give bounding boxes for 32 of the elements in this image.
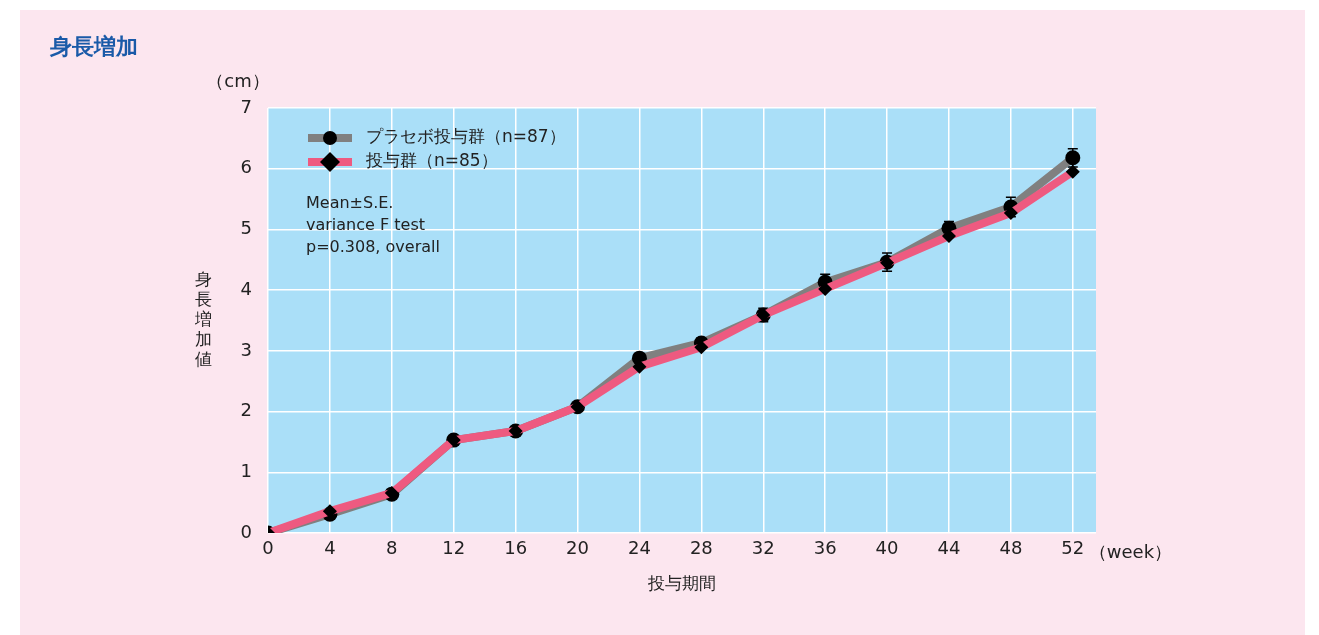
x-tick-label: 32 — [751, 537, 775, 559]
x-tick-label: 28 — [689, 537, 713, 559]
legend-label: 投与群（n=85） — [365, 150, 498, 171]
annotation: Mean±S.E. — [306, 193, 394, 213]
y-tick-label: 4 — [240, 277, 252, 299]
x-tick-label: 0 — [262, 537, 274, 559]
y-tick-label: 5 — [240, 217, 252, 239]
annotation: p=0.308, overall — [306, 237, 440, 257]
x-axis-title: 投与期間 — [647, 573, 716, 594]
y-tick-label: 7 — [240, 95, 252, 117]
x-tick-label: 40 — [875, 537, 899, 559]
x-tick-label: 48 — [999, 537, 1023, 559]
y-tick-label: 3 — [240, 338, 252, 360]
y-tick-label: 6 — [240, 156, 252, 178]
x-tick-label: 4 — [324, 537, 336, 559]
x-tick-label: 8 — [386, 537, 398, 559]
y-axis-title: 身長増加値 — [193, 268, 212, 369]
x-tick-label: 12 — [442, 537, 466, 559]
text: （week） — [1088, 540, 1173, 562]
annotation: variance F test — [306, 215, 425, 235]
x-tick-label: 52 — [1061, 537, 1085, 559]
y-tick-label: 1 — [240, 459, 252, 481]
y-tick-label: 0 — [240, 520, 252, 542]
legend-label: プラセボ投与群（n=87） — [366, 126, 566, 147]
text: （cm） — [206, 69, 270, 91]
x-tick-label: 20 — [566, 537, 589, 559]
y-tick-label: 2 — [240, 399, 252, 421]
x-tick-label: 16 — [504, 537, 528, 559]
x-tick-label: 44 — [937, 537, 961, 559]
chart-title: 身長増加 — [50, 33, 138, 61]
x-tick-label: 36 — [813, 537, 837, 559]
x-tick-label: 24 — [627, 537, 651, 559]
